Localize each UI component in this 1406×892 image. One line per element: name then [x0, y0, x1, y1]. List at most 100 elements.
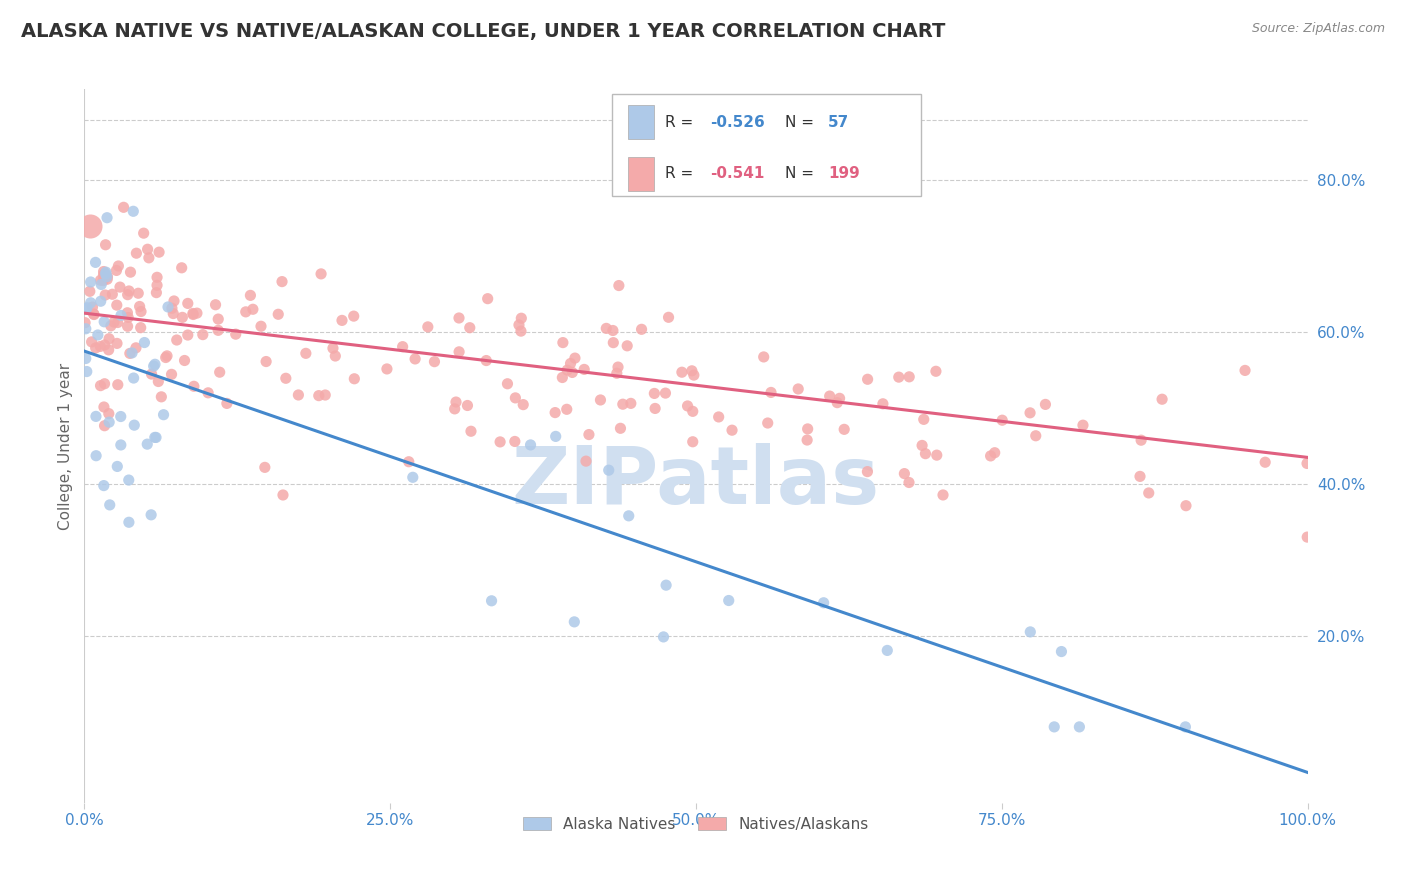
Text: -0.541: -0.541 [710, 166, 765, 181]
Point [287, 388, 309, 402]
Point [671, 365, 693, 379]
Point [162, 307, 184, 321]
Point [84, 341, 107, 355]
Point [110, 438, 132, 452]
Point [607, 278, 630, 293]
Point [612, 397, 634, 411]
Point [818, 389, 841, 403]
Point [76, 365, 98, 379]
Point [132, 226, 155, 240]
Point [1234, 363, 1257, 377]
Point [118, 284, 141, 298]
Point [1130, 433, 1153, 447]
Point [983, 446, 1005, 460]
Point [1050, 644, 1073, 658]
Point [980, 449, 1002, 463]
Point [93, 268, 115, 282]
Point [94, 267, 117, 281]
Point [122, 371, 145, 385]
Point [449, 344, 471, 359]
Point [609, 421, 631, 435]
Point [207, 323, 229, 337]
Point [796, 422, 818, 436]
Text: R =: R = [665, 115, 699, 130]
Point [183, 379, 205, 393]
Point [177, 328, 200, 343]
Point [101, 287, 124, 301]
Point [107, 259, 129, 273]
Point [93, 376, 115, 391]
Point [89, 339, 111, 353]
Point [84, 255, 107, 269]
Point [271, 488, 294, 502]
Point [274, 371, 297, 385]
Point [139, 508, 162, 522]
Point [110, 409, 132, 424]
Point [96, 269, 118, 284]
Point [96, 211, 118, 225]
Point [512, 398, 534, 412]
Point [602, 335, 624, 350]
Point [460, 424, 482, 438]
Point [682, 368, 704, 383]
Point [551, 370, 574, 384]
Point [616, 339, 638, 353]
Point [75, 322, 97, 336]
Point [82, 300, 104, 314]
Point [143, 430, 166, 444]
Point [91, 274, 114, 288]
Point [323, 349, 346, 363]
Point [314, 388, 336, 402]
Point [117, 306, 139, 320]
Point [84, 449, 107, 463]
Point [402, 470, 425, 484]
Point [80, 334, 103, 349]
Point [94, 237, 117, 252]
Point [681, 364, 703, 378]
Point [173, 353, 195, 368]
Point [676, 399, 699, 413]
Point [652, 630, 675, 644]
Point [578, 427, 600, 442]
Point [1043, 720, 1066, 734]
Point [1019, 406, 1042, 420]
Point [551, 335, 574, 350]
Point [136, 242, 159, 256]
Point [508, 318, 530, 332]
Point [254, 354, 277, 368]
Point [856, 372, 879, 386]
Point [136, 437, 159, 451]
Point [110, 309, 132, 323]
Point [108, 280, 131, 294]
Point [181, 306, 204, 320]
Point [160, 301, 183, 316]
Point [107, 316, 129, 330]
Point [75, 301, 97, 316]
Point [1071, 418, 1094, 433]
Point [79, 295, 101, 310]
Point [235, 305, 257, 319]
Point [655, 578, 678, 592]
Point [1035, 397, 1057, 411]
Point [562, 615, 585, 629]
Point [447, 310, 470, 325]
Point [595, 321, 617, 335]
Point [118, 516, 141, 530]
Point [825, 395, 848, 409]
Point [146, 278, 169, 293]
Point [443, 401, 465, 416]
Point [125, 341, 148, 355]
Point [122, 204, 145, 219]
Point [416, 319, 439, 334]
Point [1137, 486, 1160, 500]
Point [103, 315, 125, 329]
Text: -0.526: -0.526 [710, 115, 765, 130]
Point [79, 219, 101, 233]
Point [120, 265, 142, 279]
Text: 199: 199 [828, 166, 860, 181]
Point [620, 396, 643, 410]
Point [253, 460, 276, 475]
Point [796, 433, 818, 447]
Point [271, 275, 294, 289]
Point [156, 349, 179, 363]
